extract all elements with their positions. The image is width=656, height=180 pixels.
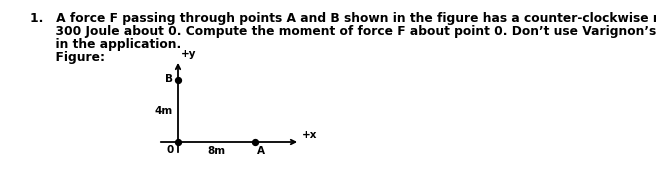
Text: 1.   A force F passing through points A and B shown in the figure has a counter-: 1. A force F passing through points A an… — [30, 12, 656, 25]
Point — [173, 141, 183, 143]
Text: 300 Joule about 0. Compute the moment of force F about point 0. Don’t use Varign: 300 Joule about 0. Compute the moment of… — [30, 25, 656, 38]
Text: +y: +y — [181, 49, 197, 59]
Point — [250, 141, 260, 143]
Text: 0: 0 — [167, 145, 174, 155]
Text: B: B — [165, 74, 173, 84]
Text: +x: +x — [302, 130, 318, 140]
Text: 8m: 8m — [207, 146, 226, 156]
Text: in the application.: in the application. — [30, 38, 181, 51]
Text: Figure:: Figure: — [30, 51, 105, 64]
Text: A: A — [257, 146, 265, 156]
Text: 4m: 4m — [155, 106, 173, 116]
Point — [173, 78, 183, 81]
